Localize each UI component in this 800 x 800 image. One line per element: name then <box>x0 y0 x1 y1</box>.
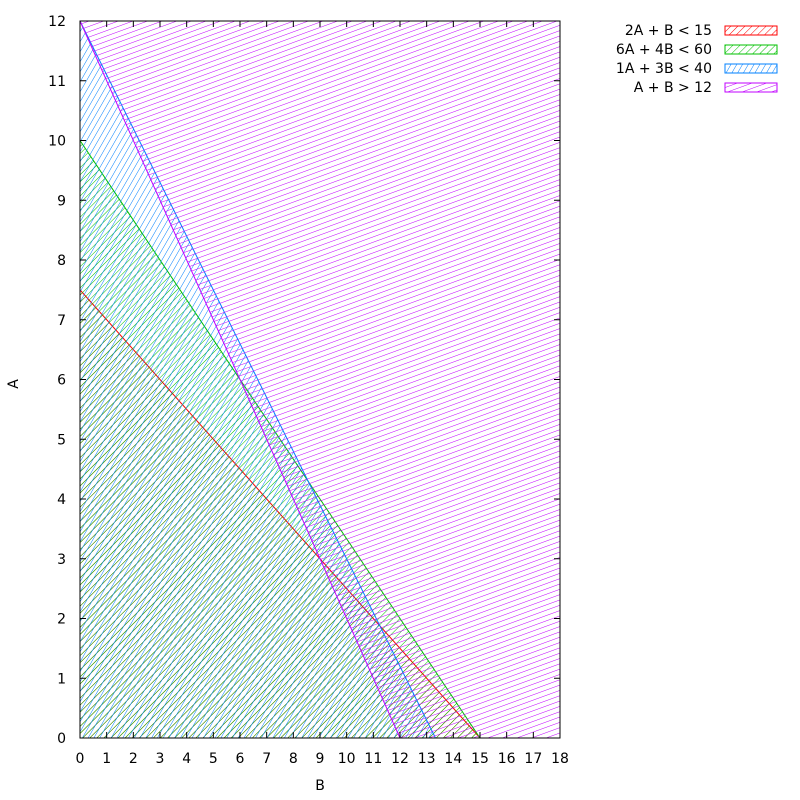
legend-label: 6A + 4B < 60 <box>616 42 712 58</box>
x-tick-label: 18 <box>551 751 569 767</box>
x-tick-label: 2 <box>129 751 138 767</box>
x-tick-label: 11 <box>364 751 382 767</box>
y-tick-label: 12 <box>48 14 66 30</box>
x-tick-label: 12 <box>391 751 409 767</box>
tick-labels: 0 1 2 3 4 5 6 7 8 9 10 11 12 13 14 15 16 17 18012345678910… <box>48 14 569 767</box>
x-tick-label: 13 <box>418 751 436 767</box>
x-tick-label: 0 <box>76 751 85 767</box>
axis-ticks <box>79 20 561 739</box>
legend: 2A + B < 15 6A + 4B < 60 1A + 3B < 40 A + B… <box>616 23 778 96</box>
legend-swatch <box>724 25 778 36</box>
y-tick-label: 1 <box>57 671 66 687</box>
y-tick-label: 4 <box>57 492 66 508</box>
x-tick-label: 5 <box>209 751 218 767</box>
legend-swatch <box>724 82 778 93</box>
x-tick-label: 4 <box>182 751 191 767</box>
y-tick-label: 0 <box>57 731 66 747</box>
x-tick-label: 7 <box>262 751 271 767</box>
x-tick-label: 1 <box>102 751 111 767</box>
x-tick-label: 8 <box>289 751 298 767</box>
x-tick-label: 3 <box>156 751 165 767</box>
legend-label: 2A + B < 15 <box>625 23 712 39</box>
y-tick-label: 2 <box>57 612 66 628</box>
x-tick-label: 14 <box>444 751 462 767</box>
y-tick-label: 10 <box>48 134 66 150</box>
y-tick-label: 3 <box>57 552 66 568</box>
boundary-line-series-3 <box>79 20 401 739</box>
y-axis-label: A <box>6 379 22 389</box>
x-tick-label: 6 <box>236 751 245 767</box>
x-tick-label: 15 <box>471 751 489 767</box>
chart-regions <box>79 20 560 739</box>
legend-label: A + B > 12 <box>634 80 712 96</box>
legend-swatch <box>724 44 778 55</box>
x-tick-label: 10 <box>338 751 356 767</box>
y-tick-label: 8 <box>57 253 66 269</box>
region-series-3 <box>80 21 560 738</box>
y-tick-label: 6 <box>57 373 66 389</box>
legend-swatch <box>724 63 778 74</box>
x-tick-label: 16 <box>498 751 516 767</box>
x-tick-label: 17 <box>524 751 542 767</box>
legend-label: 1A + 3B < 40 <box>616 61 712 77</box>
y-tick-label: 9 <box>57 193 66 209</box>
y-tick-label: 7 <box>57 313 66 329</box>
y-tick-label: 11 <box>48 74 66 90</box>
x-axis-label: B <box>315 778 325 794</box>
x-tick-label: 9 <box>316 751 325 767</box>
y-tick-label: 5 <box>57 432 66 448</box>
